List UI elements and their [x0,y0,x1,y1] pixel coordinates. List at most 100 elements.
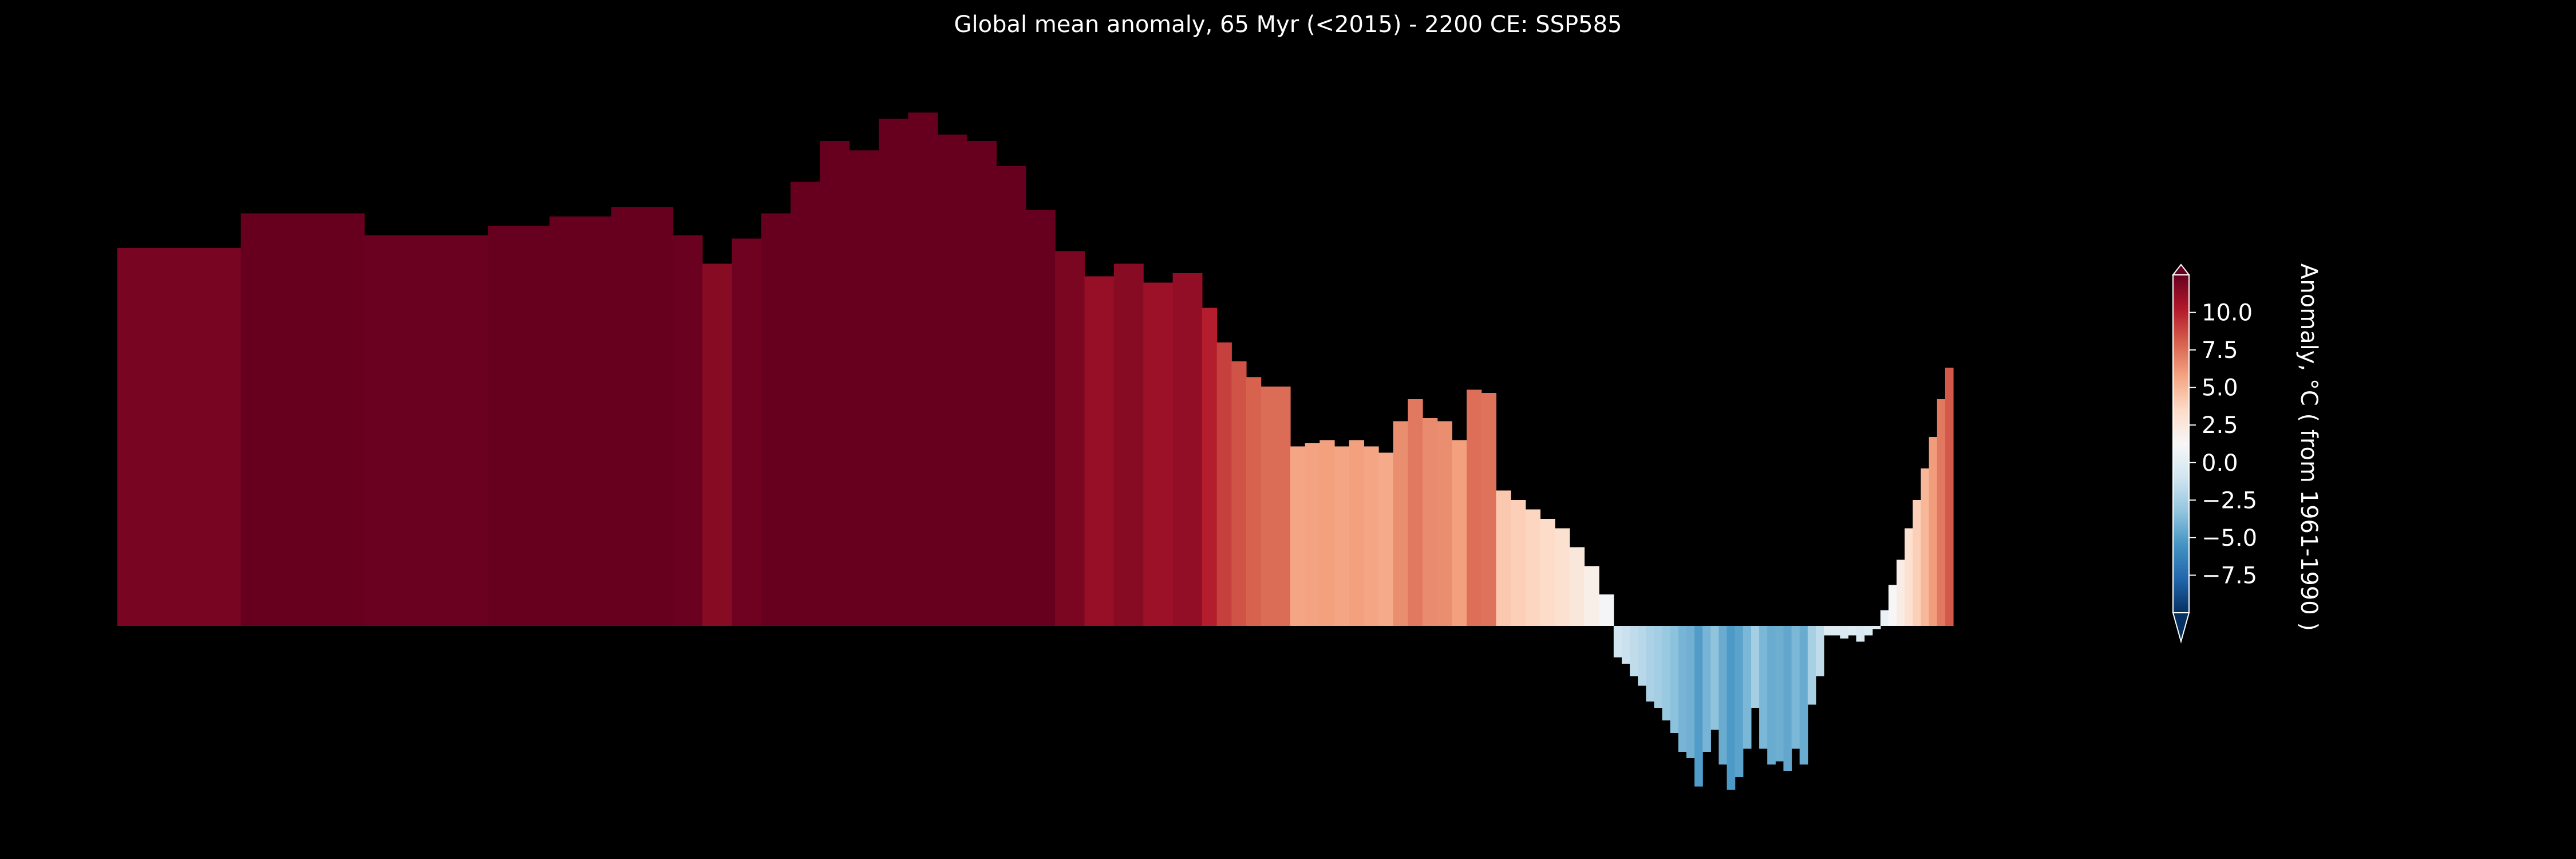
anomaly-bar [1540,519,1555,626]
anomaly-bar [1231,361,1247,626]
anomaly-bar [879,119,908,626]
anomaly-bar [761,213,791,626]
anomaly-bar [1055,251,1085,626]
anomaly-bar [1025,210,1056,626]
anomaly-bar [1423,418,1438,626]
anomaly-bar [1856,626,1865,642]
anomaly-bar [702,263,732,626]
anomaly-bar [1569,547,1585,626]
anomaly-bar [1646,626,1655,702]
anomaly-bar [1929,437,1938,626]
anomaly-bar [1275,387,1291,626]
anomaly-bar [1888,585,1897,626]
anomaly-bar [1678,626,1687,752]
anomaly-bar [1751,626,1760,708]
anomaly-bar [1349,440,1364,626]
anomaly-bar [1305,443,1320,626]
colorbar-label: Anomaly, °C ( from 1961-1990 ) [2296,263,2322,631]
anomaly-bar [1945,368,1954,626]
anomaly-bar [1172,273,1203,626]
anomaly-bar [1864,626,1873,636]
colorbar-tick-label: 5.0 [2202,375,2238,401]
anomaly-bar [1290,446,1306,626]
colorbar-tick-label: 2.5 [2202,412,2238,439]
anomaly-bar [849,150,879,626]
anomaly-bar [1621,626,1630,664]
colorbar-tick-label: −5.0 [2202,525,2257,551]
anomaly-bar [302,213,365,626]
colorbar-extend-bottom [2172,612,2190,644]
anomaly-bar [117,248,180,626]
anomaly-bar [1735,626,1744,777]
anomaly-bar [1334,446,1350,626]
anomaly-bar [1921,468,1930,626]
anomaly-bar [1767,626,1776,765]
anomaly-bar [1638,626,1646,686]
anomaly-bar [1726,626,1736,790]
anomaly-bar [1775,626,1784,762]
anomaly-bar [673,235,703,626]
anomaly-bar [1437,421,1453,626]
anomaly-bar [1364,446,1379,626]
anomaly-bar [1815,626,1824,676]
anomaly-bar [1613,626,1622,657]
anomaly-bar [1084,276,1115,626]
anomaly-bar [1710,626,1720,730]
colorbar-tick-label: 7.5 [2202,337,2238,364]
anomaly-bar [937,135,967,626]
anomaly-bar [1791,626,1800,749]
anomaly-bar [549,216,612,626]
anomaly-bar [1670,626,1679,733]
anomaly-bar [1759,626,1768,749]
anomaly-bar [1452,440,1467,626]
anomaly-bar [1694,626,1703,787]
anomaly-bar [1511,500,1526,626]
anomaly-bar [240,213,303,626]
anomaly-bar [1408,399,1423,626]
anomaly-bar [1807,626,1816,705]
anomaly-bar [1897,559,1905,626]
anomaly-bar [364,235,426,626]
anomaly-bars [117,112,1954,790]
anomaly-bar [1261,387,1276,626]
anomaly-bar [732,238,762,626]
anomaly-bar [1832,626,1840,636]
colorbar-body [2172,274,2190,613]
colorbar-tick-label: −2.5 [2202,487,2257,514]
chart-title: Global mean anomaly, 65 Myr (<2015) - 22… [954,11,1622,38]
anomaly-bar [790,182,820,626]
anomaly-bar [1555,528,1570,626]
anomaly-bar [908,112,938,626]
anomaly-bar [1319,440,1335,626]
anomaly-bar [1202,308,1218,626]
anomaly-bar [1905,528,1913,626]
colorbar-tick-label: 0.0 [2202,450,2238,476]
anomaly-bar [1143,282,1174,626]
anomaly-bar [1584,566,1599,626]
anomaly-bar [1783,626,1792,771]
anomaly-bar [1880,610,1889,626]
anomaly-bar [1246,377,1262,626]
anomaly-bar [820,141,850,626]
anomaly-bar [1799,626,1808,765]
anomaly-bar [1481,393,1497,626]
anomaly-bar [1216,342,1232,626]
anomaly-bar [1525,509,1541,626]
colorbar: 10.0 7.5 5.0 2.5 0.0 −2.5 −5.0 −7.5 Anomaly, °C… [2171,263,2322,644]
anomaly-bar [967,141,997,626]
colorbar-extend-top [2171,263,2191,275]
anomaly-bar [1686,626,1695,758]
anomaly-bar [1702,626,1711,752]
anomaly-bar [1937,399,1946,626]
anomaly-bar [1743,626,1752,749]
colorbar-tick-label: 10.0 [2202,300,2253,326]
anomaly-bar [1113,263,1144,626]
anomaly-bar [179,248,242,626]
anomaly-bar [1496,490,1511,626]
anomaly-bar [1393,421,1408,626]
anomaly-bar [1599,594,1614,626]
anomaly-bar [1467,389,1482,626]
anomaly-bar [426,235,488,626]
anomaly-bar [1654,626,1663,708]
